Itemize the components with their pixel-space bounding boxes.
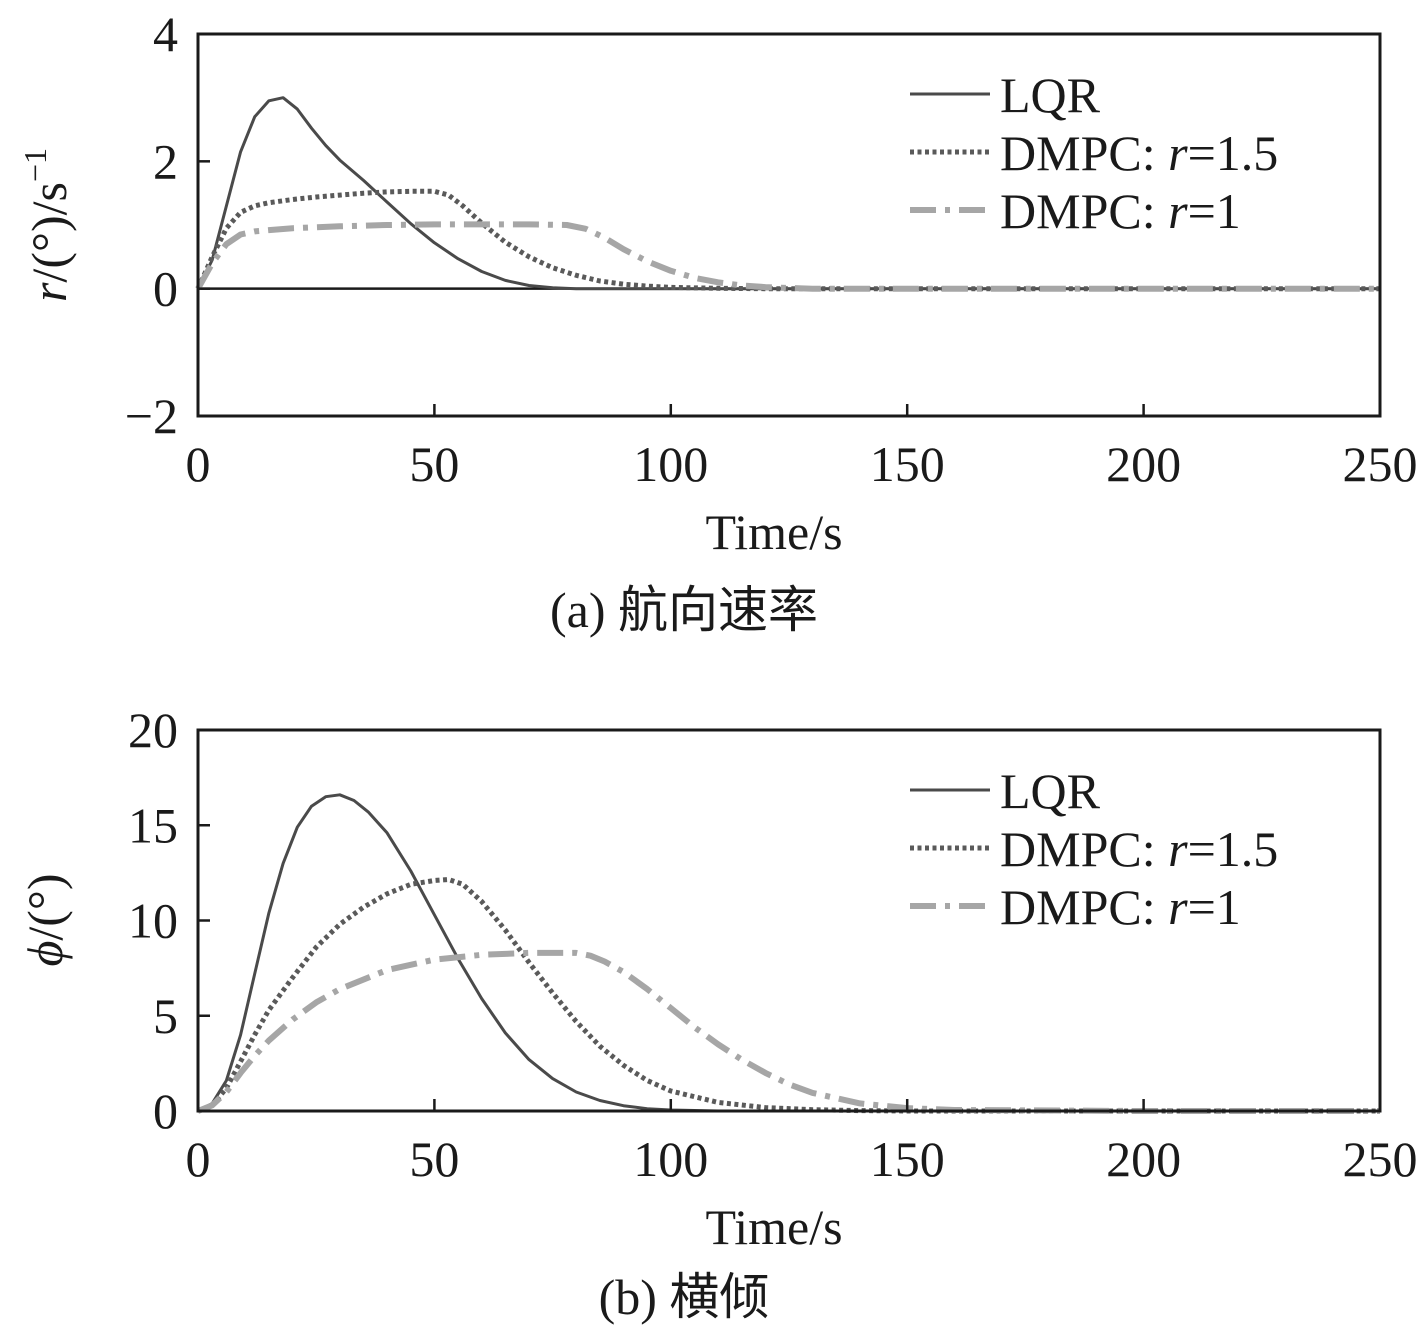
legend-label: LQR	[1000, 763, 1101, 819]
y-axis-superscript: −1	[17, 148, 53, 182]
y-axis-title: ϕ/(°)	[17, 873, 73, 966]
x-tick-label: 250	[1343, 436, 1417, 492]
legend-text: LQR	[1000, 67, 1101, 123]
y-tick-label: 0	[153, 261, 178, 317]
legend-var: r	[1168, 183, 1188, 239]
x-tick-label: 0	[186, 436, 211, 492]
legend-text: DMPC:	[1000, 125, 1168, 181]
legend-var: r	[1168, 821, 1188, 877]
y-axis-title: r/(°)/s−1	[17, 148, 77, 302]
x-tick-label: 50	[409, 436, 459, 492]
series-line-dotted	[197, 877, 1380, 1114]
x-axis-title: Time/s	[705, 504, 842, 560]
y-tick-label: 2	[153, 133, 178, 189]
y-axis-var: ϕ	[17, 941, 73, 967]
y-tick-label: 15	[128, 797, 178, 853]
chart-caption: (b) 横倾	[599, 1269, 770, 1325]
series-line-dashdot	[195, 221, 1380, 292]
legend-var: r	[1168, 125, 1188, 181]
y-tick-label: 10	[128, 893, 178, 949]
legend-rest: =1.5	[1188, 125, 1279, 181]
legend-text: LQR	[1000, 763, 1101, 819]
series-line-dotted	[195, 188, 1380, 292]
x-axis-title: Time/s	[705, 1199, 842, 1255]
legend-var: r	[1168, 879, 1188, 935]
legend-label: DMPC: r=1	[1000, 183, 1241, 239]
series-line-solid	[196, 96, 1380, 291]
y-tick-label: −2	[125, 388, 178, 444]
legend-label: DMPC: r=1.5	[1000, 125, 1278, 181]
legend-rest: =1	[1188, 183, 1241, 239]
legend-label: DMPC: r=1.5	[1000, 821, 1278, 877]
x-tick-label: 200	[1106, 436, 1181, 492]
plot-frame	[196, 32, 1382, 418]
legend-label: LQR	[1000, 67, 1101, 123]
legend-text: DMPC:	[1000, 879, 1168, 935]
x-tick-label: 0	[186, 1131, 211, 1187]
legend-text: DMPC:	[1000, 821, 1168, 877]
x-tick-label: 100	[633, 436, 708, 492]
x-tick-label: 50	[409, 1131, 459, 1187]
x-tick-label: 150	[870, 436, 945, 492]
legend-text: DMPC:	[1000, 183, 1168, 239]
x-tick-label: 150	[870, 1131, 945, 1187]
legend-rest: =1	[1188, 879, 1241, 935]
x-tick-label: 250	[1343, 1131, 1417, 1187]
y-tick-label: 5	[153, 988, 178, 1044]
chart-b: 0 50 100 150 200 25005101520Time/sϕ/(°)LQRDMP…	[17, 702, 1417, 1325]
chart-a: 0 50 100 150 200 250−2024Time/sr/(°)/s−1LQRDM…	[17, 6, 1417, 638]
y-axis-unit: /(°)	[17, 873, 73, 940]
y-axis-unit: /(°)/s	[21, 182, 77, 283]
y-tick-label: 0	[153, 1083, 178, 1139]
y-axis-var: r	[21, 282, 77, 302]
legend-rest: =1.5	[1188, 821, 1279, 877]
series-line-dashdot	[196, 949, 1380, 1114]
y-tick-label: 4	[153, 6, 178, 62]
x-tick-label: 200	[1106, 1131, 1181, 1187]
y-tick-label: 20	[128, 702, 178, 758]
legend-label: DMPC: r=1	[1000, 879, 1241, 935]
x-tick-label: 100	[633, 1131, 708, 1187]
chart-caption: (a) 航向速率	[550, 582, 818, 638]
